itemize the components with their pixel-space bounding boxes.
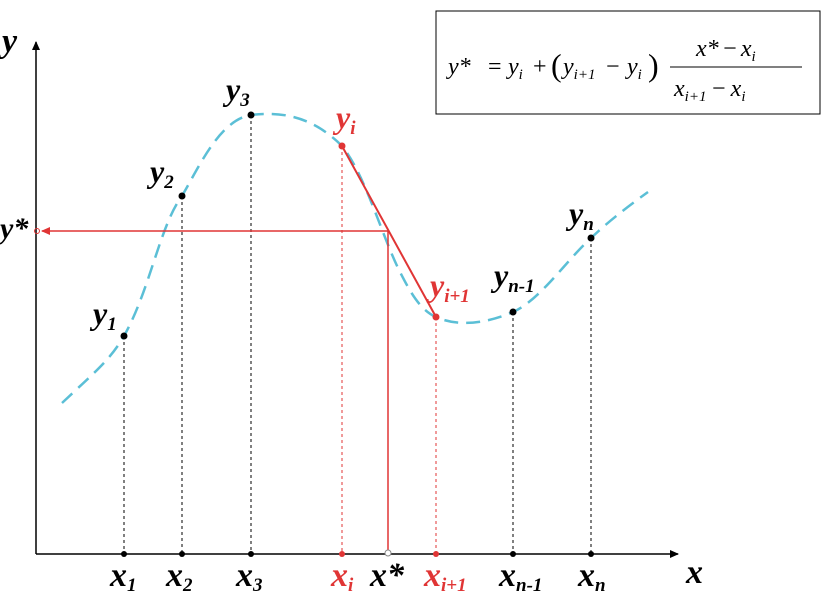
point-i — [338, 142, 346, 150]
formula-denominator: xi+1− xi — [673, 76, 745, 105]
data-points — [120, 111, 595, 340]
interpolation-segment — [341, 145, 437, 318]
y-label-n: yn — [565, 195, 594, 235]
point-3 — [247, 111, 255, 119]
x-label-i1: xi+1 — [423, 557, 467, 596]
formula-term-yi: yi — [506, 54, 523, 83]
x-label-n1: xn-1 — [498, 557, 542, 596]
y-axis-label: y — [0, 23, 18, 60]
x-label-3: x3 — [235, 557, 263, 596]
formula-lhs: y* — [446, 54, 471, 80]
x-tick-3 — [248, 551, 254, 557]
point-n — [587, 234, 595, 242]
formula-minus: − — [606, 54, 620, 80]
ystar-marker — [34, 228, 40, 234]
point-n1 — [509, 308, 517, 316]
x-tick-i1 — [433, 551, 439, 557]
y-label-n1: yn-1 — [490, 257, 535, 297]
x-label-2: x2 — [165, 557, 193, 596]
formula-box: y* = yi + ( yi+1 − yi ) x* − xi xi+1− xi — [435, 10, 821, 115]
x-tick-2 — [179, 551, 185, 557]
point-i1 — [432, 313, 440, 321]
ystar-label: y* — [0, 212, 29, 245]
x-label-n: xn — [577, 557, 606, 596]
x-tick-dots — [121, 551, 594, 557]
formula-lparen: ( — [551, 47, 562, 83]
formula-term-yi1: yi+1 — [561, 54, 595, 83]
y-label-i: yi — [332, 99, 356, 139]
x-tick-n1 — [510, 551, 516, 557]
y-label-2: y2 — [146, 153, 174, 193]
y-label-3: y3 — [222, 71, 250, 111]
y-label-1: y1 — [89, 295, 117, 335]
x-tick-i — [339, 551, 345, 557]
drop-lines-highlight — [341, 146, 437, 554]
y-label-i1: yi+1 — [426, 267, 470, 307]
drop-lines — [123, 115, 592, 554]
point-1 — [120, 332, 128, 340]
formula-numerator: x* − xi — [695, 36, 756, 65]
x-tick-1 — [121, 551, 127, 557]
interpolated-curve — [61, 112, 649, 404]
x-label-i: xi — [330, 557, 354, 596]
x-axis-label: x — [685, 554, 703, 591]
xstar-label: x* — [369, 557, 405, 594]
point-2 — [178, 192, 186, 200]
formula-eq: = — [488, 54, 502, 80]
formula-frame — [435, 10, 821, 115]
x-tick-n — [588, 551, 594, 557]
formula-term-yi-b: yi — [625, 54, 642, 83]
formula-rparen: ) — [648, 47, 659, 83]
x-label-1: x1 — [109, 557, 137, 596]
xstar-marker — [384, 549, 392, 557]
formula-plus: + — [533, 54, 547, 80]
